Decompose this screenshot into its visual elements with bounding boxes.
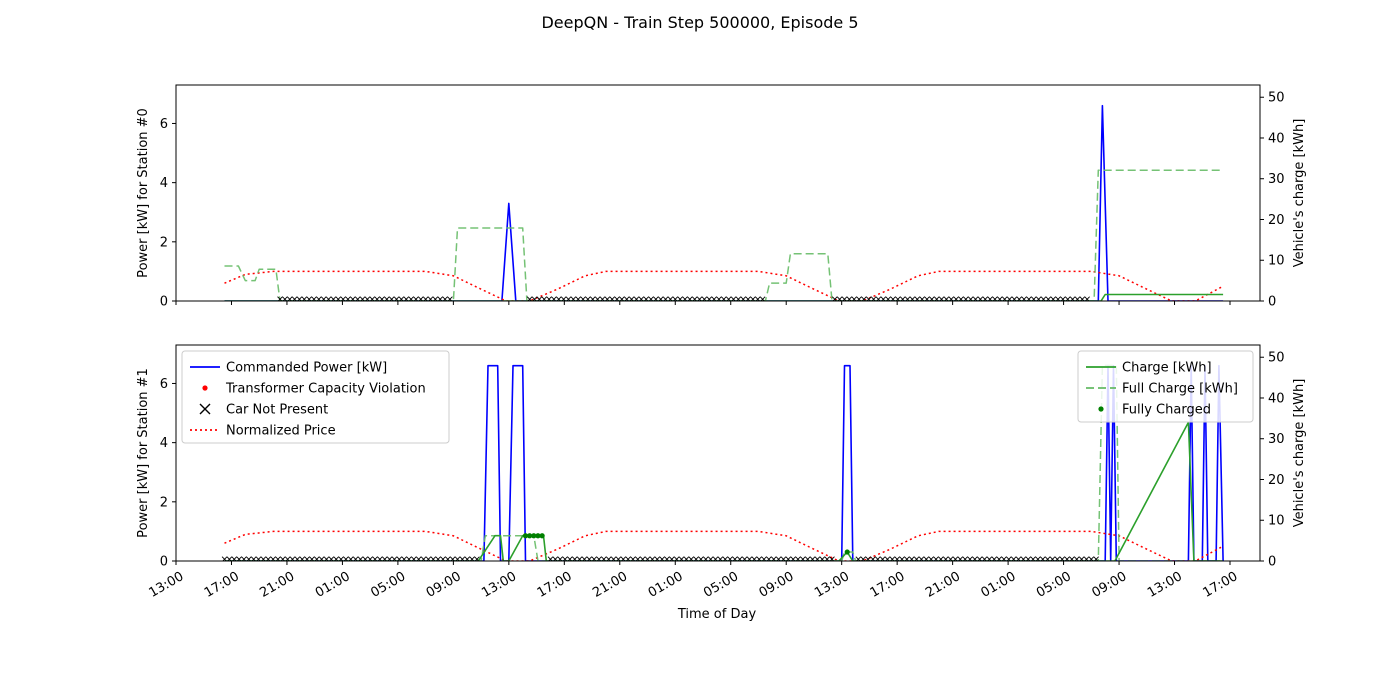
legend-label: Fully Charged [1122,403,1211,418]
y-axis-title-right: Vehicle's charge [kWh] [1292,119,1307,268]
y-tick-label-right: 50 [1268,351,1285,366]
y-tick-label-right: 40 [1268,391,1285,406]
y-tick-label-right: 30 [1268,432,1285,447]
fully-charged-marker [527,533,533,539]
y-tick-label-left: 4 [160,176,168,191]
y-tick-label-right: 20 [1268,473,1285,488]
fully-charged-marker [522,533,529,539]
y-tick-label-left: 2 [160,495,168,510]
legend-swatch [199,403,211,415]
charge-kwh-line [224,293,1224,301]
y-tick-label-right: 0 [1268,555,1276,570]
fully-charged-marker [844,549,850,555]
fully-charged-marker [535,533,541,539]
fully-charged-marker [531,533,537,539]
legend-right: Charge [kWh] Full Charge [kWh] Fully Charg… [1077,350,1254,423]
x-axis-title: Time of Day [677,607,757,622]
legend-label: Commanded Power [kW] [226,361,387,376]
legend-swatch [1098,406,1104,412]
y-tick-label-left: 0 [160,555,168,570]
y-tick-label-left: 0 [160,295,168,310]
y-tick-label-left: 6 [160,377,168,392]
axes-frame [175,84,1261,302]
y-tick-label-left: 2 [160,235,168,250]
commanded-power-kw-line [224,364,1224,561]
y-tick-label-right: 30 [1268,172,1285,187]
legend-label: Full Charge [kWh] [1122,382,1238,397]
charge-kwh-line [224,421,1224,561]
y-axis-title-right: Vehicle's charge [kWh] [1292,379,1307,528]
normalized-price-line [224,270,1224,301]
legend-frame [181,350,450,444]
commanded-power-kw-line [224,104,1224,301]
legend-label: Charge [kWh] [1122,361,1212,376]
legend-label: Normalized Price [226,424,336,439]
y-tick-label-right: 0 [1268,295,1276,310]
y-tick-label-right: 20 [1268,213,1285,228]
y-axis-title-left: Power [kW] for Station #1 [136,368,151,538]
y-tick-label-right: 10 [1268,254,1285,269]
fully-charged-marker [539,533,545,539]
y-tick-label-right: 50 [1268,91,1285,106]
full-charge-kwh-line [224,169,1224,301]
legend-swatch [202,385,208,391]
legend-label: Transformer Capacity Violation [225,382,426,397]
figure-title: DeepQN - Train Step 500000, Episode 5 [541,13,858,32]
panel-0: 0 2 4 6 0 10 20 30 40 50 Power [kW] for Station #0… [136,84,1307,310]
legend-label: Car Not Present [226,403,328,418]
legend-frame [1077,350,1254,423]
legend-left: Commanded Power [kW] Transformer Capacity… [181,350,450,444]
y-tick-label-right: 10 [1268,514,1285,529]
y-axis-title-left: Power [kW] for Station #0 [136,108,151,278]
y-tick-label-left: 4 [160,436,168,451]
y-tick-label-left: 6 [160,117,168,132]
y-tick-label-right: 40 [1268,131,1285,146]
axes-frame [175,344,1261,562]
